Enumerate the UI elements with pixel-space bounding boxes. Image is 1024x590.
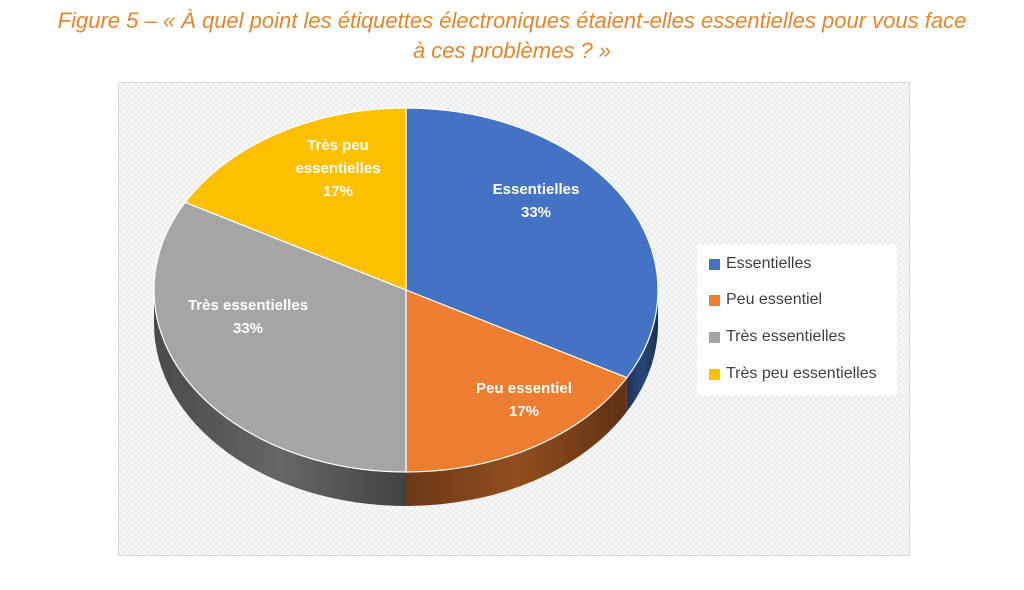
data-label-essentielles: Essentielles 33% [493, 181, 580, 221]
data-label-category: Peu essentiel [476, 380, 572, 397]
legend-label: Très essentielles [726, 328, 846, 345]
pie-slice-tres-peu-essentielles [184, 107, 407, 291]
pie-side-tres-essentielles [154, 290, 406, 506]
legend-item-essentielles: Essentielles [709, 253, 811, 275]
legend-item-tres-peu-essentielles: Très peu essentielles [709, 363, 877, 385]
data-label-percent: 33% [233, 320, 263, 337]
data-label-percent: 17% [509, 403, 539, 420]
legend-item-tres-essentielles: Très essentielles [709, 326, 845, 348]
pie-side-essentielles [626, 290, 658, 412]
data-label-tres-peu-essentielles: Très peu essentielles 17% [295, 137, 380, 200]
chart-legend: Essentielles Peu essentiel Très essentie… [697, 245, 897, 395]
pie-slice-peu-essentiel [405, 289, 628, 473]
data-label-category: Essentielles [493, 181, 580, 198]
data-label-peu-essentiel: Peu essentiel 17% [476, 380, 572, 420]
figure-caption: Figure 5 – « À quel point les étiquettes… [0, 6, 1024, 66]
legend-label: Très peu essentielles [726, 365, 877, 382]
pie-side-peu-essentiel [406, 377, 627, 506]
data-label-tres-essentielles: Très essentielles 33% [188, 297, 308, 337]
legend-swatch [709, 331, 720, 343]
data-label-category: essentielles [295, 160, 380, 177]
pie-slice-essentielles [405, 107, 659, 379]
legend-item-peu-essentiel: Peu essentiel [709, 289, 822, 311]
legend-swatch [709, 258, 720, 270]
data-label-percent: 17% [323, 183, 353, 200]
data-label-category: Très peu [307, 137, 369, 154]
data-label-category: Très essentielles [188, 297, 308, 314]
legend-label: Peu essentiel [726, 291, 823, 308]
data-label-percent: 33% [521, 204, 551, 221]
caption-line-1: Figure 5 – « À quel point les étiquettes… [57, 8, 967, 33]
legend-label: Essentielles [726, 255, 812, 272]
pie-slice-tres-essentielles [153, 201, 407, 473]
legend-swatch [709, 368, 720, 380]
caption-line-2: à ces problèmes ? » [412, 38, 612, 63]
legend-swatch [709, 294, 720, 306]
